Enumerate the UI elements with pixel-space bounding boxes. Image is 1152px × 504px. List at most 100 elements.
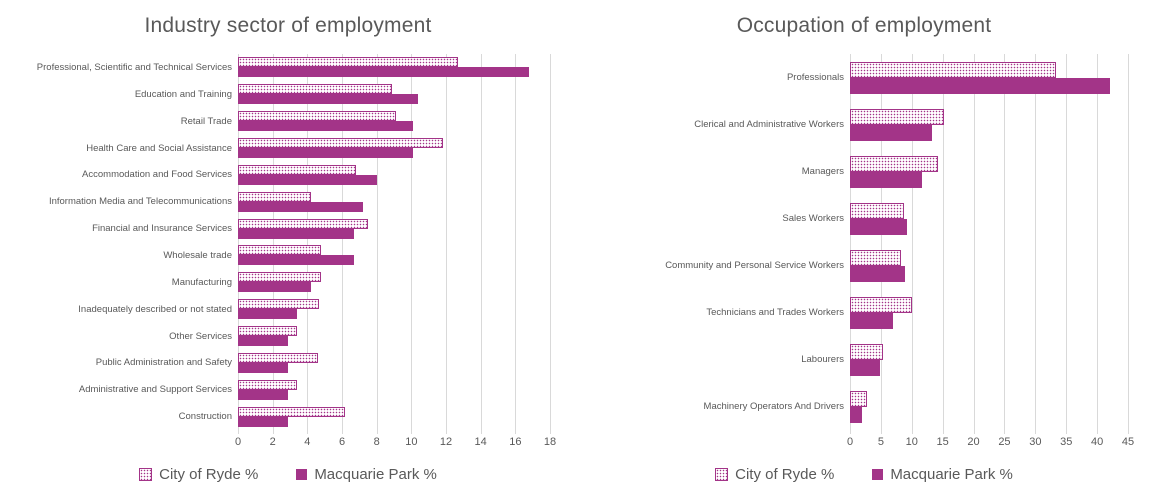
legend-item: City of Ryde % (139, 466, 258, 483)
x-tick-label: 15 (936, 436, 949, 448)
legend-item: Macquarie Park % (872, 466, 1013, 483)
x-axis-tick-labels: 0 2 4 6 8 10 12 14 16 18 (234, 430, 556, 452)
gridline (880, 54, 882, 434)
industry-sector-chart: Industry sector of employment Profession… (0, 14, 576, 483)
bar-row (238, 81, 550, 108)
bar-macquarie-park (850, 359, 881, 376)
bar-row (850, 54, 1128, 101)
bar-macquarie-park (238, 174, 377, 185)
gridline (1035, 54, 1037, 434)
chart-title: Industry sector of employment (144, 14, 432, 37)
bar-macquarie-park (238, 389, 289, 400)
legend-swatch-dotted (715, 468, 729, 481)
bar-macquarie-park (238, 121, 414, 132)
legend: City of Ryde % Macquarie Park % (576, 466, 1152, 483)
bar-macquarie-park (238, 362, 289, 373)
gridline (850, 54, 851, 434)
plot-grid: Professional, Scientific and Technical S… (0, 54, 576, 452)
occupation-chart: Occupation of employment Professionals Cl… (576, 0, 1152, 504)
bar-macquarie-park (850, 124, 933, 141)
x-tick-label: 16 (509, 436, 522, 448)
gridline (411, 54, 413, 434)
category-label: Health Care and Social Assistance (86, 142, 232, 154)
category-label: Other Services (169, 330, 232, 342)
bar-row (238, 54, 550, 81)
gridline (307, 54, 309, 434)
x-tick-label: 20 (967, 436, 980, 448)
bar-city-of-ryde (850, 390, 868, 407)
bar-row (238, 108, 550, 135)
bar-row (850, 242, 1128, 289)
bar-city-of-ryde (238, 245, 322, 256)
bar-row (238, 323, 550, 350)
category-label: Machinery Operators And Drivers (703, 401, 844, 412)
x-tick-label: 2 (269, 436, 276, 448)
bar-row (238, 215, 550, 242)
bar-city-of-ryde (238, 272, 322, 283)
bar-row (238, 269, 550, 296)
x-tick-label: 18 (543, 436, 557, 448)
bar-city-of-ryde (850, 108, 944, 125)
x-tick-label: 40 (1090, 436, 1104, 448)
bar-city-of-ryde (238, 406, 346, 417)
bar-macquarie-park (238, 148, 414, 158)
bar-macquarie-park (238, 228, 355, 239)
bar-row (850, 383, 1128, 430)
legend-swatch-dotted (139, 468, 153, 481)
x-tick-label: 0 (846, 436, 854, 448)
category-label: Manufacturing (171, 276, 232, 288)
bar-city-of-ryde (238, 111, 396, 122)
bar-row (850, 148, 1128, 195)
bar-city-of-ryde (238, 352, 318, 363)
category-label: Community and Personal Service Workers (665, 260, 844, 271)
bar-row (850, 336, 1128, 383)
plot-area (850, 54, 1129, 434)
category-label: Managers (801, 166, 844, 177)
x-tick-label: 45 (1121, 436, 1135, 448)
bar-row (850, 289, 1128, 336)
legend-swatch-solid (872, 469, 884, 480)
gridline (515, 54, 517, 434)
bar-city-of-ryde (850, 202, 905, 219)
category-label: Clerical and Administrative Workers (694, 119, 844, 130)
gridline (238, 54, 239, 434)
x-tick-label: 10 (905, 436, 918, 448)
category-label: Education and Training (134, 88, 232, 100)
x-tick-label: 0 (234, 436, 242, 448)
bar-city-of-ryde (238, 191, 311, 202)
bar-macquarie-park (238, 282, 311, 293)
x-tick-label: 14 (474, 436, 487, 448)
category-label: Construction (178, 411, 232, 423)
bar-macquarie-park (850, 171, 923, 188)
x-tick-label: 6 (338, 436, 346, 448)
bar-row (238, 161, 550, 188)
gridline (1004, 54, 1006, 434)
category-label: Inadequately described or not stated (78, 303, 232, 315)
bar-macquarie-park (238, 94, 419, 105)
plot-area (238, 54, 551, 434)
gridline (550, 54, 551, 434)
bar-city-of-ryde (238, 138, 443, 148)
bar-row (238, 135, 550, 162)
plot-grid: Professionals Clerical and Administrative… (576, 54, 1152, 452)
category-labels: Professionals Clerical and Administrative… (576, 54, 850, 430)
legend-label: Macquarie Park % (314, 466, 437, 483)
bar-city-of-ryde (238, 379, 297, 390)
bar-macquarie-park (238, 336, 289, 347)
x-tick-label: 10 (405, 436, 418, 448)
bar-macquarie-park (238, 255, 355, 266)
bar-macquarie-park (850, 312, 894, 329)
legend-label: City of Ryde % (735, 466, 835, 483)
x-tick-label: 5 (877, 436, 884, 448)
bar-macquarie-park (850, 218, 908, 235)
bar-city-of-ryde (238, 164, 356, 175)
legend-item: City of Ryde % (715, 466, 834, 483)
category-label: Labourers (801, 354, 844, 365)
x-tick-label: 8 (373, 436, 380, 448)
category-label: Administrative and Support Services (78, 384, 232, 396)
bar-macquarie-park (238, 416, 289, 427)
bar-rows (850, 54, 1128, 430)
legend-label: City of Ryde % (159, 466, 259, 483)
gridline (1128, 54, 1129, 434)
